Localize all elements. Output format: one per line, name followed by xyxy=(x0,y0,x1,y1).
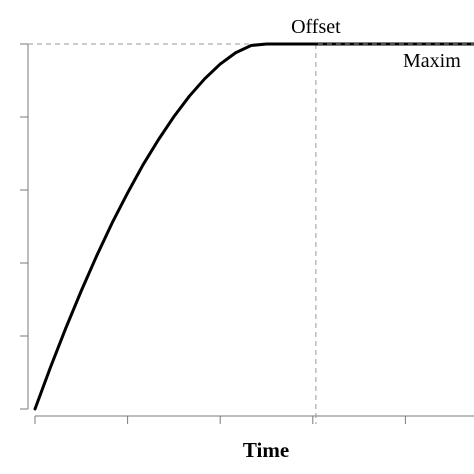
maxim-annotation: Maxim xyxy=(403,50,461,72)
series-line-0 xyxy=(33,42,474,411)
axes xyxy=(20,43,474,424)
series-layer xyxy=(33,42,474,411)
x-axis-label: Time xyxy=(243,438,289,462)
offset-annotation: Offset xyxy=(291,16,341,38)
x-ticks xyxy=(34,416,406,424)
reference-lines xyxy=(28,43,474,424)
y-ticks xyxy=(20,43,28,410)
